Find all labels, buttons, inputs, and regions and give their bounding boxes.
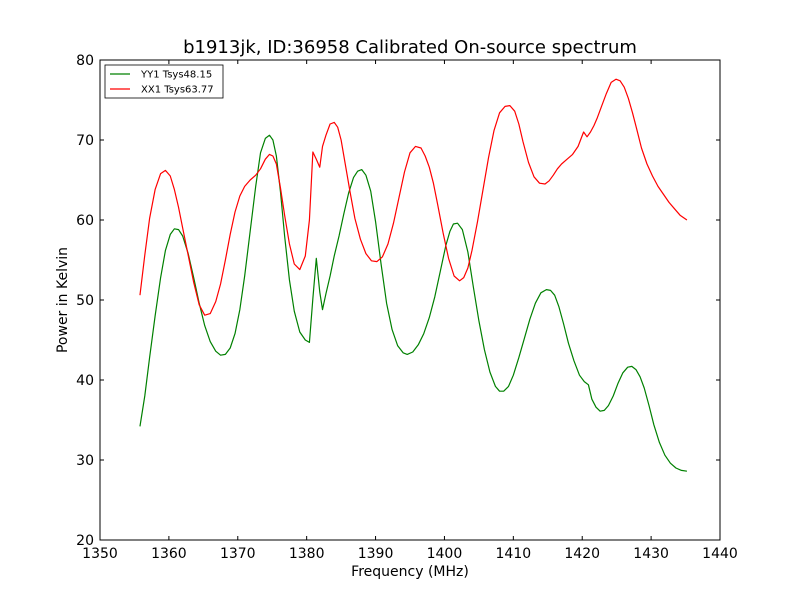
legend-label-yy1: YY1 Tsys48.15 <box>140 70 212 81</box>
x-tick-label-8: 1430 <box>633 546 669 562</box>
series-line-1 <box>139 78 688 316</box>
x-tick-label-7: 1420 <box>564 546 600 562</box>
tick-layer: 1350 1360 1370 1380 1390 1400 1410 1420 1430 1440… <box>76 53 738 562</box>
y-tick-label-3: 50 <box>76 293 94 309</box>
x-axis-label: Frequency (MHz) <box>351 564 469 580</box>
x-tick-label-0: 1350 <box>82 546 118 562</box>
x-tick-label-2: 1370 <box>220 546 256 562</box>
y-axis-label: Power in Kelvin <box>55 247 71 353</box>
chart-title: b1913jk, ID:36958 Calibrated On-source s… <box>183 37 637 58</box>
x-tick-label-6: 1410 <box>496 546 532 562</box>
y-tick-label-0: 20 <box>76 533 94 549</box>
legend-box <box>104 64 224 99</box>
y-tick-label-1: 30 <box>76 453 94 469</box>
y-tick-label-2: 40 <box>76 373 94 389</box>
series-layer <box>139 78 688 472</box>
x-tick-label-1: 1360 <box>151 546 187 562</box>
legend: YY1 Tsys48.15 XX1 Tsys63.77 <box>104 64 224 99</box>
x-tick-label-9: 1440 <box>702 546 738 562</box>
series-line-0 <box>139 134 688 472</box>
y-tick-label-4: 60 <box>76 213 94 229</box>
legend-label-xx1: XX1 Tsys63.77 <box>141 85 214 96</box>
y-tick-label-5: 70 <box>76 133 94 149</box>
y-tick-label-6: 80 <box>76 53 94 69</box>
plot-area <box>100 60 720 540</box>
plot-frame <box>99 59 721 541</box>
x-tick-label-3: 1380 <box>289 546 325 562</box>
x-tick-label-4: 1390 <box>358 546 394 562</box>
x-tick-label-5: 1400 <box>427 546 463 562</box>
